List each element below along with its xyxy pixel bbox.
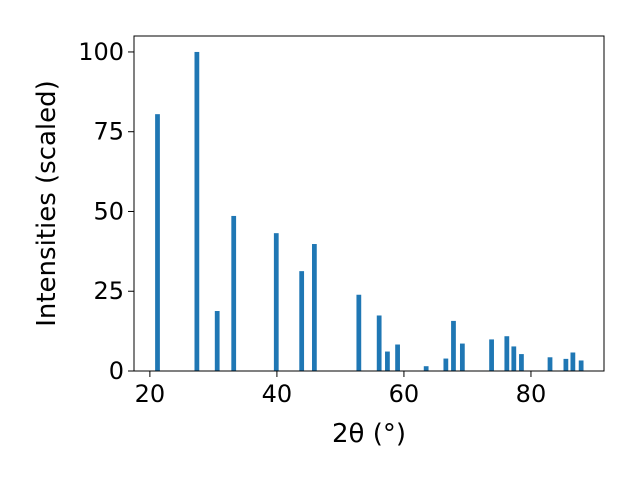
y-tick-label-50: 50 — [93, 197, 124, 225]
x-tick-label-20: 20 — [135, 380, 166, 408]
bar-16 — [504, 336, 510, 371]
x-tick-label-60: 60 — [389, 380, 420, 408]
bar-2 — [214, 311, 220, 371]
bar-22 — [578, 360, 584, 371]
bar-4 — [273, 233, 279, 371]
bar-8 — [376, 315, 382, 371]
bar-3 — [231, 215, 237, 371]
x-axis-label: 2θ (°) — [332, 419, 406, 449]
bars-group — [155, 51, 584, 372]
y-tick-label-100: 100 — [78, 38, 124, 66]
bar-1 — [194, 51, 200, 371]
bar-12 — [443, 358, 449, 371]
bar-11 — [423, 366, 429, 371]
y-axis-label: Intensities (scaled) — [32, 80, 62, 327]
bar-6 — [311, 244, 317, 371]
plot-frame — [133, 35, 605, 372]
bar-19 — [547, 357, 553, 371]
x-tick-label-40: 40 — [262, 380, 293, 408]
y-tick-label-75: 75 — [93, 118, 124, 146]
bar-0 — [155, 114, 160, 372]
bar-21 — [570, 352, 576, 371]
x-axis-ticks: 20 40 60 80 — [135, 371, 547, 408]
y-tick-label-25: 25 — [93, 277, 124, 305]
bar-13 — [451, 320, 456, 371]
x-tick-label-80: 80 — [516, 380, 547, 408]
bar-9 — [385, 351, 390, 371]
y-axis-ticks: 0 25 50 75 100 — [78, 38, 134, 385]
y-tick-label-0: 0 — [109, 357, 124, 385]
bar-20 — [563, 358, 569, 371]
bar-5 — [299, 271, 305, 371]
bar-10 — [395, 344, 400, 371]
bar-17 — [511, 346, 517, 371]
bar-15 — [489, 339, 494, 371]
bar-14 — [459, 343, 465, 371]
bar-18 — [519, 354, 524, 371]
bar-7 — [356, 294, 362, 371]
